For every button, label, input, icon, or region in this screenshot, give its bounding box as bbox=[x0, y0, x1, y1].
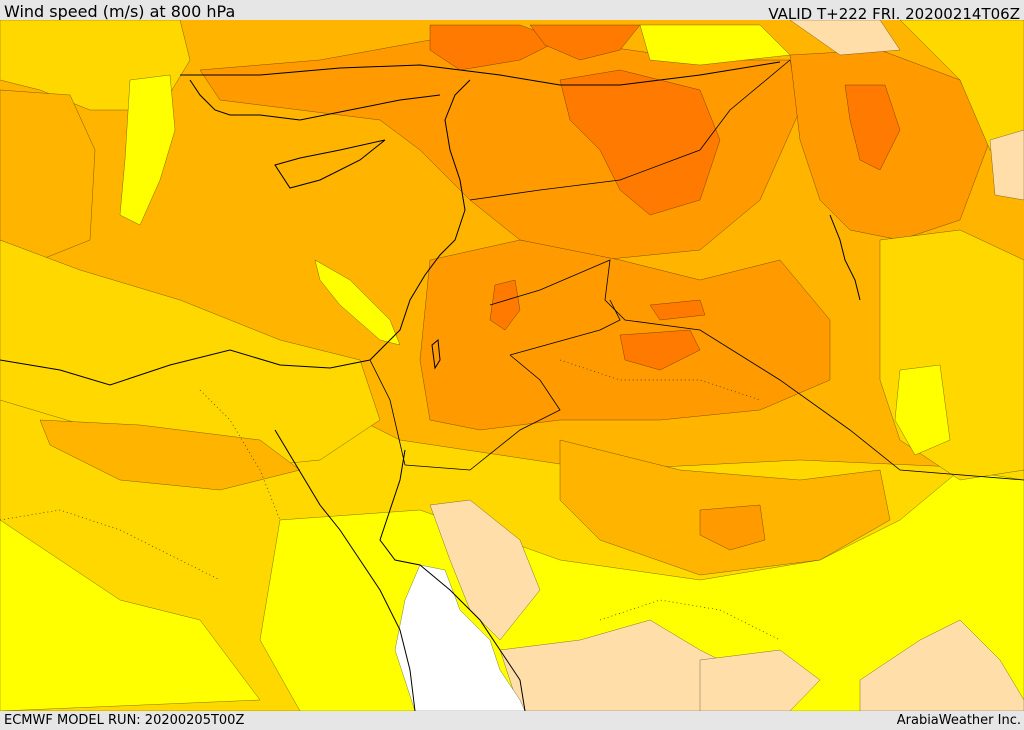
persian-gulf-coast bbox=[829, 214, 861, 301]
black-sea-coast bbox=[180, 61, 781, 86]
border-layer bbox=[369, 59, 1024, 481]
valid-time-label: VALID T+222 FRI. 20200214T06Z bbox=[768, 5, 1020, 23]
arabia-orange-region bbox=[559, 439, 891, 576]
arabia-orange-spot bbox=[699, 504, 766, 551]
caucasus-dark-orange-1 bbox=[429, 24, 561, 71]
south-arabia-tan-region bbox=[699, 649, 821, 711]
model-run-label: ECMWF MODEL RUN: 20200205T00Z bbox=[4, 713, 245, 728]
egypt-yellow-region bbox=[0, 239, 381, 471]
cyprus-outline bbox=[274, 139, 386, 189]
caspian-bright-yellow bbox=[639, 24, 791, 66]
map-title: Wind speed (m/s) at 800 hPa bbox=[4, 2, 236, 21]
delta-orange-band bbox=[39, 419, 301, 491]
coastline-layer bbox=[0, 61, 861, 711]
hejaz-tan-region bbox=[429, 499, 541, 641]
caucasus-dark-orange-2 bbox=[529, 24, 641, 61]
north-african-coast bbox=[0, 79, 471, 386]
admin-border-layer bbox=[0, 359, 781, 641]
anatolia-south-coast bbox=[299, 94, 441, 121]
egypt-israel-border bbox=[369, 359, 406, 466]
jordan-dark-orange-2 bbox=[649, 299, 706, 321]
west-med-orange-lobe bbox=[0, 89, 96, 261]
footer-bar: ECMWF MODEL RUN: 20200205T00Z ArabiaWeat… bbox=[0, 711, 1024, 729]
dead-sea-outline bbox=[431, 339, 441, 370]
jordan-border bbox=[509, 299, 621, 356]
med-bright-yellow-tongue bbox=[119, 74, 176, 226]
wind-speed-map[interactable] bbox=[0, 20, 1024, 711]
gulf-of-suez bbox=[274, 429, 416, 711]
gulf-bright-yellow-patch bbox=[894, 364, 951, 456]
header-bar: Wind speed (m/s) at 800 hPa VALID T+222 … bbox=[0, 0, 1024, 23]
iran-dark-orange-core bbox=[844, 84, 901, 171]
saudi-north-border bbox=[404, 354, 561, 471]
gulf-of-aqaba bbox=[379, 449, 526, 711]
east-tan-patch bbox=[989, 129, 1024, 201]
levant-bright-yellow-streak bbox=[314, 259, 401, 346]
calm-white-region bbox=[394, 564, 526, 711]
dotted-admin-1 bbox=[0, 509, 221, 581]
north-tan-patch bbox=[789, 20, 901, 56]
anatolia-west-coast bbox=[189, 79, 301, 121]
credit-label: ArabiaWeather Inc. bbox=[896, 713, 1021, 728]
west-bright-yellow-band bbox=[0, 519, 261, 711]
iraq-border bbox=[489, 259, 1024, 481]
southeast-tan-region bbox=[859, 619, 1024, 711]
map-canvas bbox=[0, 20, 1024, 711]
syria-dark-orange-spot bbox=[489, 279, 521, 331]
syria-turkey-border bbox=[469, 59, 791, 201]
jordan-dark-orange-1 bbox=[619, 329, 701, 371]
